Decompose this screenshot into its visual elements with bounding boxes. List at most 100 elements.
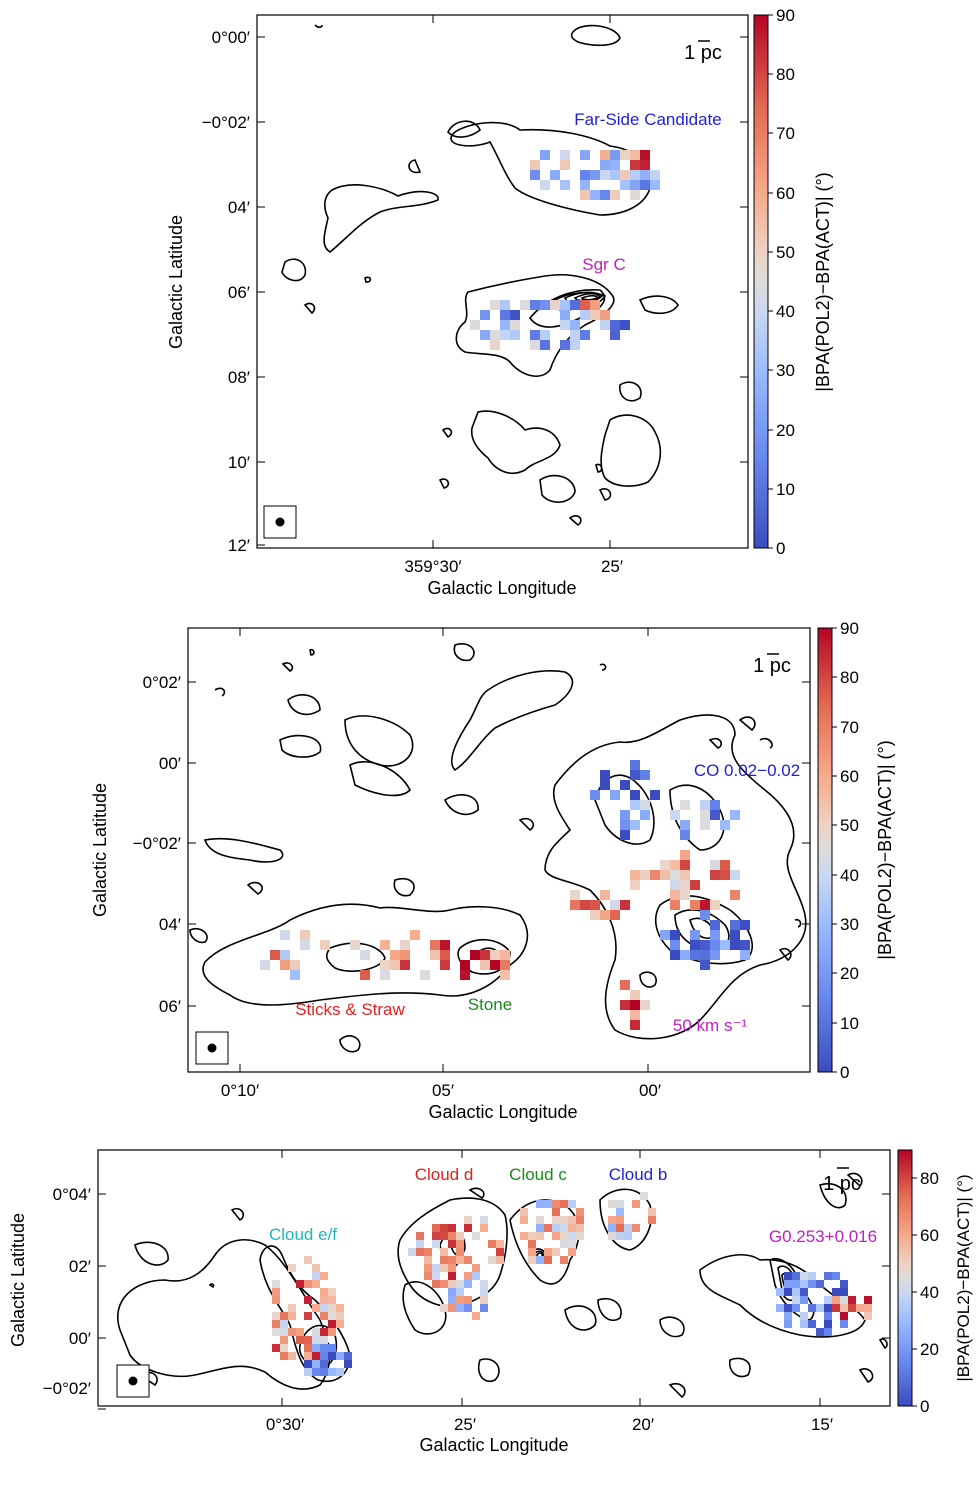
map-pixel (510, 320, 520, 330)
map-pixel (580, 310, 590, 320)
map-pixel (630, 1010, 640, 1020)
ytick-label: 00′ (159, 754, 181, 773)
map-pixel (710, 860, 720, 870)
map-pixel (800, 1272, 808, 1280)
map-pixel (648, 1208, 656, 1216)
map-pixel (640, 800, 650, 810)
map-pixel (424, 1272, 432, 1280)
colorbar-tick: 0 (840, 1063, 849, 1082)
map-pixel (456, 1288, 464, 1296)
map-pixel (272, 1296, 280, 1304)
beam-indicator (116, 1364, 150, 1398)
map-pixel (590, 910, 600, 920)
xtick-label: 0°10′ (221, 1081, 259, 1100)
map-pixel (360, 950, 370, 960)
scalebar: 1 pc (753, 653, 791, 677)
map-pixel (470, 950, 480, 960)
map-pixel (490, 300, 500, 310)
colorbar-tick: 80 (920, 1169, 939, 1188)
map-pixel (416, 1248, 424, 1256)
panel-middle: 0°02′ 00′ −0°02′ 04′ 06′ 0°10′ 05′ 00′ G… (90, 619, 895, 1122)
map-pixel (630, 760, 640, 770)
map-pixel (304, 1280, 312, 1288)
xtick-label: 25′ (601, 557, 623, 576)
map-pixel (472, 1264, 480, 1272)
map-pixel (630, 160, 640, 170)
map-pixel (304, 1360, 312, 1368)
map-pixel (784, 1304, 792, 1312)
map-pixel (560, 1216, 568, 1224)
map-pixel (630, 1020, 640, 1030)
map-pixel (328, 1368, 336, 1376)
annotation-g0253: G0.253+0.016 (769, 1227, 877, 1246)
ytick-label: 04′ (228, 198, 250, 217)
map-pixel (456, 1248, 464, 1256)
map-pixel (488, 1240, 496, 1248)
map-pixel (520, 1208, 528, 1216)
map-pixel (448, 1304, 456, 1312)
map-pixel (610, 170, 620, 180)
map-pixel (448, 1280, 456, 1288)
map-pixel (448, 1232, 456, 1240)
colorbar-gradient (817, 627, 833, 1073)
map-pixel (848, 1296, 856, 1304)
map-pixel (580, 180, 590, 190)
map-pixel (740, 920, 750, 930)
map-pixel (432, 1280, 440, 1288)
panel-bottom-frame (97, 1149, 891, 1407)
map-pixel (864, 1296, 872, 1304)
map-pixel (400, 960, 410, 970)
map-pixel (440, 1280, 448, 1288)
map-pixel (320, 1344, 328, 1352)
map-pixel (720, 860, 730, 870)
map-pixel (570, 330, 580, 340)
map-pixel (536, 1256, 544, 1264)
map-pixel (490, 950, 500, 960)
map-pixel (320, 1352, 328, 1360)
map-pixel (320, 1328, 328, 1336)
map-pixel (312, 1360, 320, 1368)
y-axis-title: Galactic Latitude (90, 783, 110, 917)
map-pixel (710, 800, 720, 810)
map-pixel (496, 1256, 504, 1264)
map-pixel (456, 1280, 464, 1288)
map-pixel (680, 800, 690, 810)
scalebar-label: 1 pc (684, 42, 722, 64)
map-pixel (720, 820, 730, 830)
map-pixel (448, 1240, 456, 1248)
map-pixel (730, 890, 740, 900)
ytick-label: 12′ (228, 536, 250, 555)
map-pixel (272, 1280, 280, 1288)
map-pixel (784, 1312, 792, 1320)
map-pixel (576, 1232, 584, 1240)
map-pixel (700, 940, 710, 950)
map-pixel (680, 870, 690, 880)
colorbar-tick: 60 (920, 1226, 939, 1245)
map-pixel (456, 1232, 464, 1240)
map-pixel (600, 170, 610, 180)
ytick-label: 04′ (159, 915, 181, 934)
map-pixel (650, 870, 660, 880)
map-pixel (550, 170, 560, 180)
map-pixel (608, 1200, 616, 1208)
map-pixel (560, 1256, 568, 1264)
map-pixel (440, 940, 450, 950)
map-pixel (304, 1296, 312, 1304)
map-pixel (800, 1312, 808, 1320)
map-pixel (710, 930, 720, 940)
map-pixel (610, 190, 620, 200)
map-pixel (840, 1320, 848, 1328)
ytick-label: 10′ (228, 453, 250, 472)
map-pixel (304, 1352, 312, 1360)
map-pixel (424, 1256, 432, 1264)
map-pixel (472, 1272, 480, 1280)
annotation-sgr-c: Sgr C (582, 255, 625, 274)
map-pixel (800, 1296, 808, 1304)
map-pixel (500, 970, 510, 980)
map-pixel (432, 1240, 440, 1248)
map-pixel (500, 950, 510, 960)
map-pixel (464, 1272, 472, 1280)
map-pixel (288, 1264, 296, 1272)
map-pixel (700, 810, 710, 820)
map-pixel (608, 1232, 616, 1240)
